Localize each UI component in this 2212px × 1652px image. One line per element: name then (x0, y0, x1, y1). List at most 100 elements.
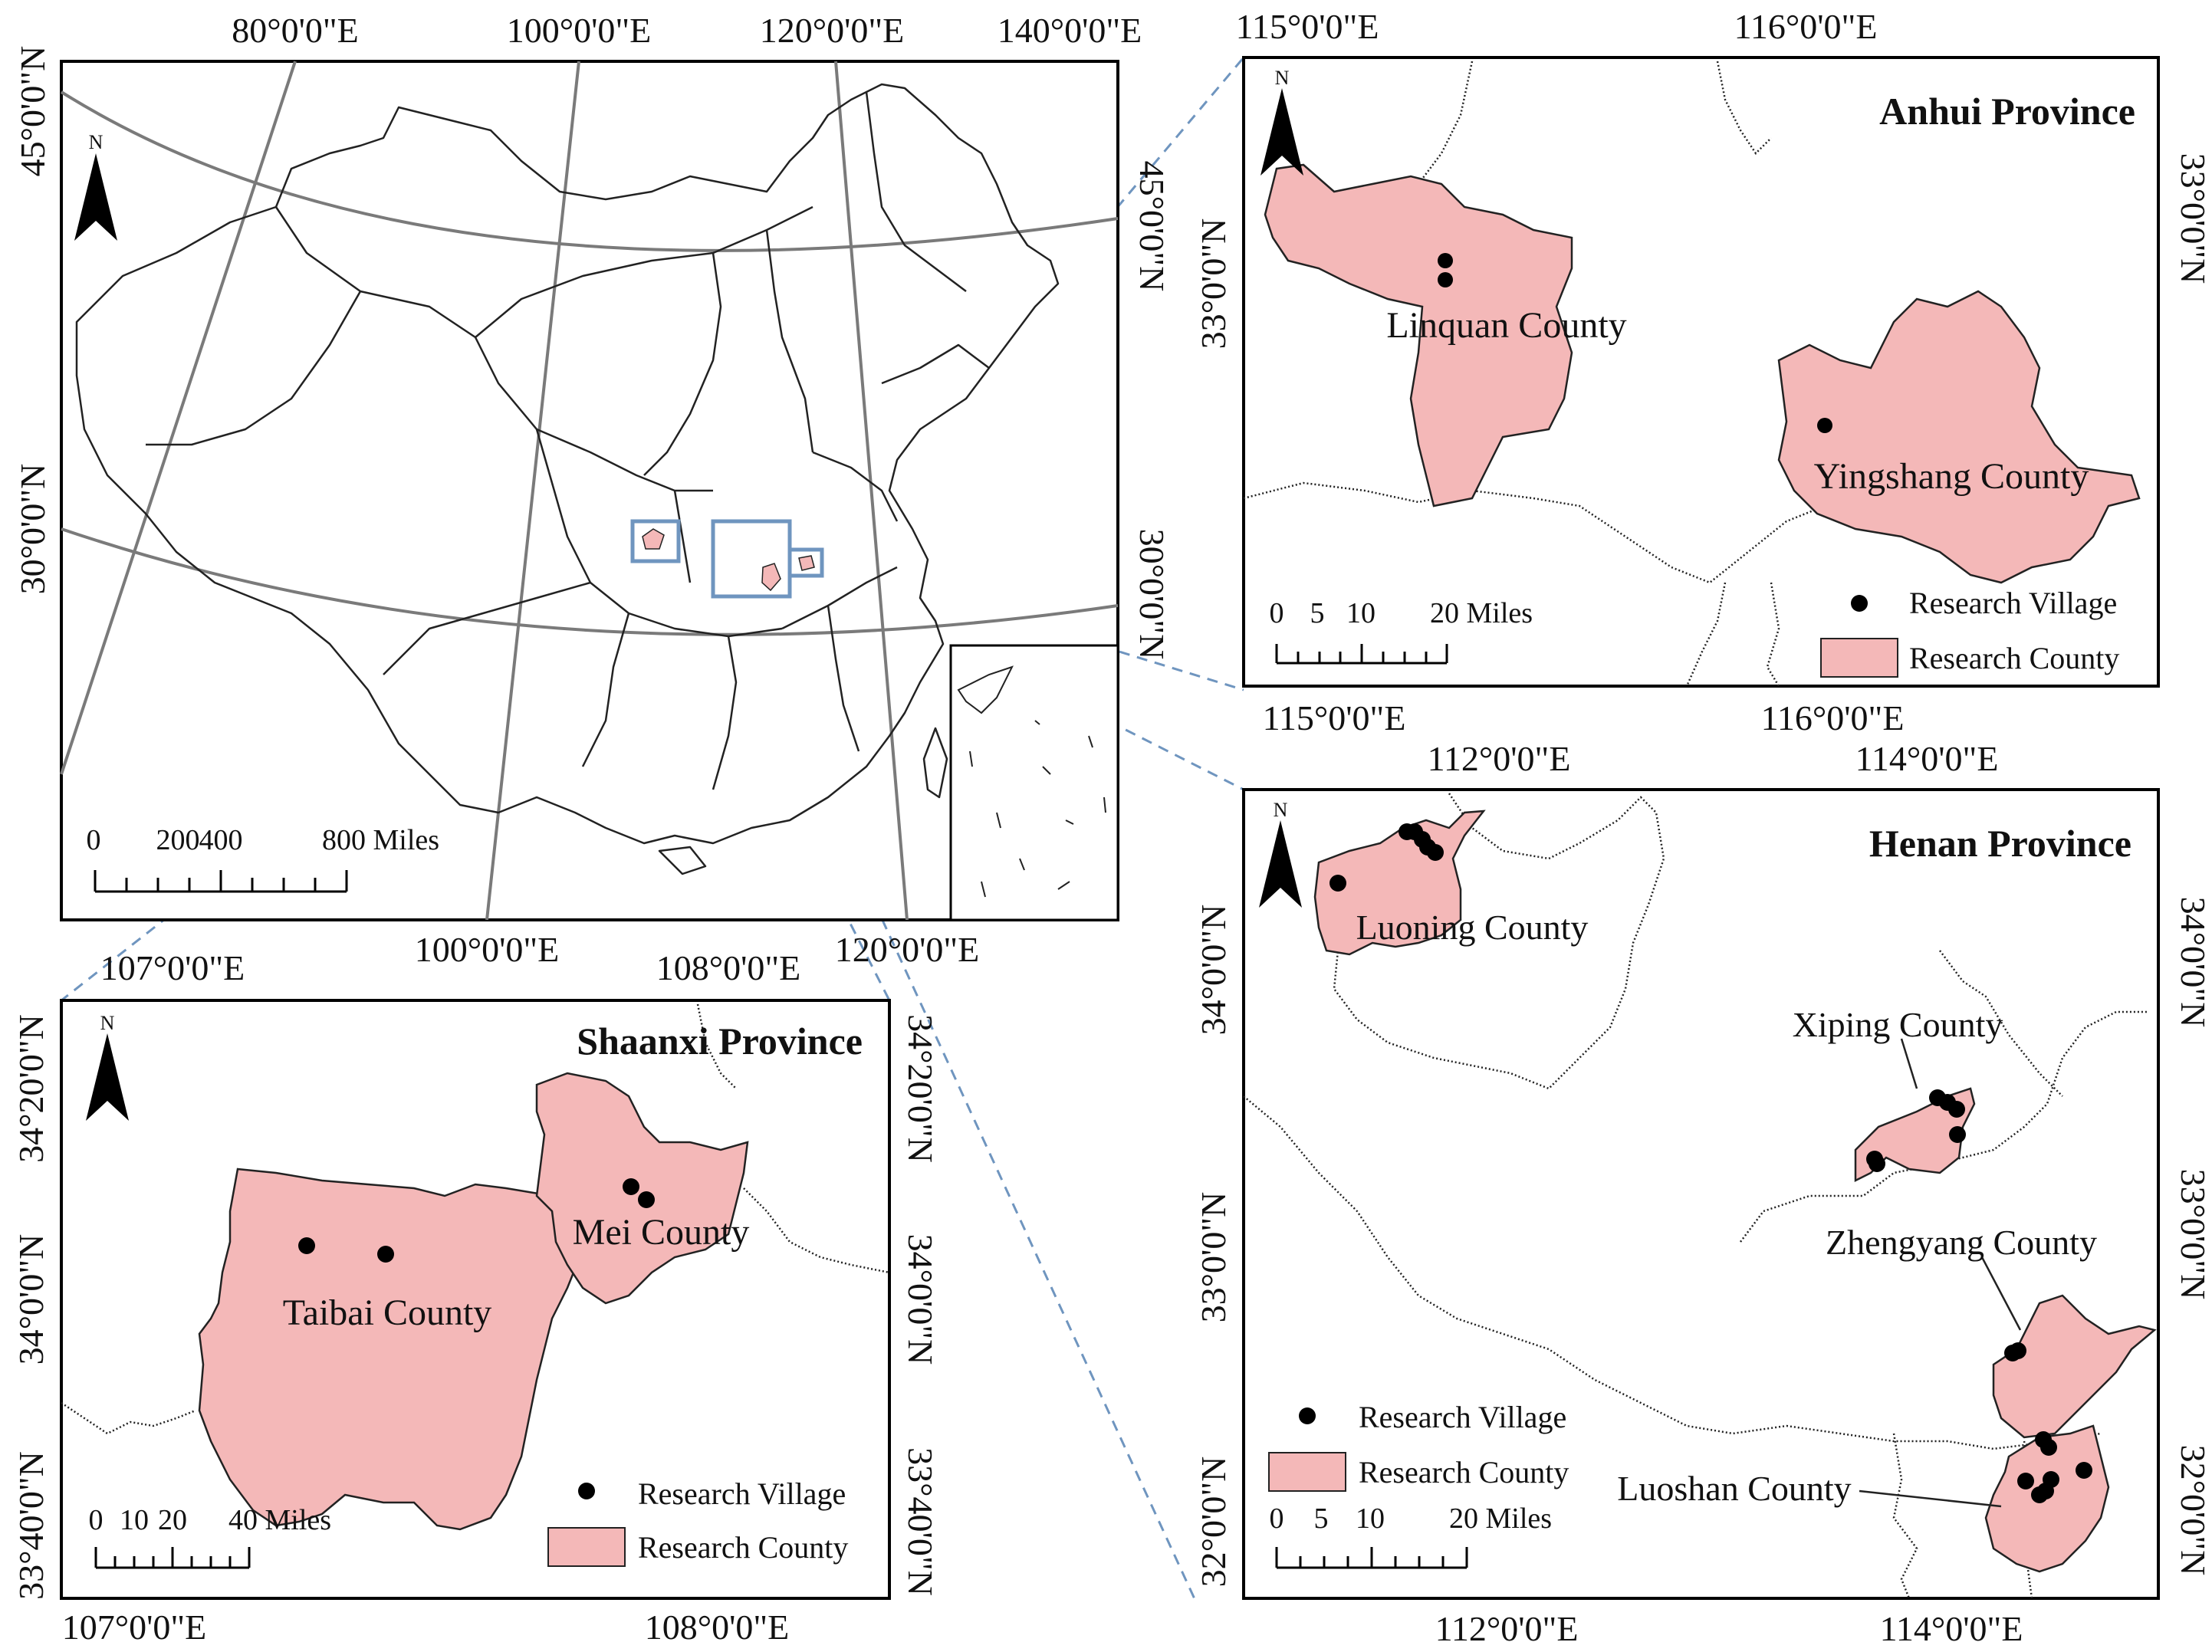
main-graticule (60, 61, 1119, 921)
anhui-bottom-label-116e: 116°0'0"E (1761, 698, 1905, 737)
henan-scale-bar: 0 5 10 20 Miles (1270, 1503, 1552, 1569)
anhui-left-label-33n: 33°0'0"N (1194, 218, 1233, 350)
shaanxi-village-markers (298, 1178, 655, 1263)
main-scale-0: 0 (87, 824, 101, 856)
anhui-village-markers (1438, 253, 1832, 433)
anhui-right-label-33n: 33°0'0"N (2174, 153, 2212, 284)
main-scale-2: 400 (199, 824, 243, 856)
anhui-scale-0: 0 (1270, 597, 1284, 629)
anhui-scale-2: 10 (1346, 597, 1376, 629)
henan-right-label-33n: 33°0'0"N (2174, 1169, 2212, 1300)
anhui-legend-village-marker (1851, 595, 1868, 612)
shaanxi-inset-panel: Taibai County Mei County Shaanxi Provinc… (12, 948, 940, 1647)
henan-legend-county-label: Research County (1359, 1455, 1569, 1489)
henan-village-markers (1330, 823, 2092, 1503)
henan-right-label-34n: 34°0'0"N (2174, 897, 2212, 1028)
henan-bottom-label-112e: 112°0'0"E (1435, 1609, 1579, 1648)
shaanxi-scale-2: 20 (158, 1504, 187, 1536)
henan-top-label-112e: 112°0'0"E (1428, 739, 1571, 778)
main-top-label-80e: 80°0'0"E (232, 11, 359, 50)
shaanxi-left-label-340n: 34°0'0"N (12, 1234, 51, 1365)
main-right-label-30n: 30°0'0"N (1132, 529, 1172, 660)
henan-legend-village-marker (1299, 1407, 1316, 1424)
anhui-top-label-116e: 116°0'0"E (1734, 7, 1878, 46)
anhui-county-label-linquan: Linquan County (1386, 305, 1626, 346)
henan-left-label-32n: 32°0'0"N (1194, 1457, 1233, 1588)
main-right-label-45n: 45°0'0"N (1132, 161, 1172, 292)
shaanxi-left-label-3340n: 33°40'0"N (12, 1451, 51, 1600)
henan-left-label-33n: 33°0'0"N (1194, 1192, 1233, 1323)
anhui-bottom-label-115e: 115°0'0"E (1263, 698, 1406, 737)
shaanxi-legend-county-label: Research County (638, 1530, 848, 1565)
henan-county-label-luoshan: Luoshan County (1617, 1469, 1851, 1508)
zhengyang-county-shape (1992, 1294, 2157, 1439)
main-map-frame (60, 60, 1119, 921)
shaanxi-north-letter: N (100, 1012, 115, 1034)
anhui-county-label-yingshang: Yingshang County (1814, 456, 2089, 497)
anhui-boundaries (1243, 61, 1856, 687)
anhui-legend-county-swatch (1820, 638, 1898, 678)
taibai-county-shape (198, 1168, 584, 1531)
henan-legend: Research Village Research County (1268, 1400, 1569, 1492)
shaanxi-legend-village-label: Research Village (638, 1476, 846, 1511)
main-north-letter: N (89, 131, 104, 153)
henan-north-letter: N (1274, 799, 1288, 821)
shaanxi-left-label-3420n: 34°20'0"N (12, 1014, 51, 1163)
main-top-label-120e: 120°0'0"E (760, 11, 905, 50)
shaanxi-county-label-taibai: Taibai County (283, 1292, 492, 1333)
henan-scale-1: 5 (1314, 1503, 1329, 1535)
linquan-county-shape (1264, 163, 1573, 507)
shaanxi-legend-village-marker (578, 1483, 595, 1499)
henan-county-label-zhengyang: Zhengyang County (1826, 1223, 2097, 1262)
anhui-title: Anhui Province (1879, 90, 2135, 133)
shaanxi-county-label-mei: Mei County (573, 1212, 750, 1253)
shaanxi-scale-3: 40 Miles (228, 1504, 331, 1536)
henan-county-label-xiping: Xiping County (1793, 1005, 2003, 1044)
henan-legend-village-label: Research Village (1359, 1400, 1566, 1434)
main-bottom-label-100e: 100°0'0"E (415, 930, 560, 969)
anhui-inset-panel: Linquan County Yingshang County Anhui Pr… (1194, 7, 2212, 737)
anhui-legend-county-label: Research County (1909, 641, 2119, 675)
anhui-scale-bar: 0 5 10 20 Miles (1270, 597, 1533, 665)
shaanxi-title: Shaanxi Province (577, 1020, 863, 1062)
shaanxi-scale-1: 10 (120, 1504, 149, 1536)
main-map-panel: N 0 200 400 800 Miles 80°0'0"E 100°0'0"E… (13, 11, 1172, 969)
main-scale-1: 200 (156, 824, 200, 856)
shaanxi-bottom-label-107e: 107°0'0"E (62, 1608, 207, 1647)
study-county-markers (642, 528, 815, 592)
shaanxi-legend: Research Village Research County (547, 1476, 848, 1567)
henan-leader-lines (1859, 1038, 2022, 1508)
shaanxi-scale-0: 0 (89, 1504, 104, 1536)
anhui-scale-3: 20 Miles (1430, 597, 1533, 629)
main-bottom-label-120e: 120°0'0"E (835, 930, 980, 969)
henan-scale-3: 20 Miles (1449, 1503, 1552, 1535)
henan-legend-county-swatch (1268, 1452, 1346, 1492)
anhui-north-letter: N (1275, 67, 1290, 89)
anhui-legend-village-label: Research Village (1909, 586, 2117, 620)
henan-scale-2: 10 (1356, 1503, 1385, 1535)
shaanxi-right-label-3340n: 33°40'0"N (901, 1447, 940, 1596)
anhui-north-arrow: N (1260, 67, 1303, 176)
anhui-top-label-115e: 115°0'0"E (1236, 7, 1379, 46)
main-left-label-45n: 45°0'0"N (13, 46, 52, 177)
henan-left-label-34n: 34°0'0"N (1194, 905, 1233, 1036)
henan-inset-panel: Luoning County Xiping County Zhengyang C… (1194, 739, 2212, 1648)
main-top-label-140e: 140°0'0"E (998, 11, 1142, 50)
henan-north-arrow: N (1259, 799, 1302, 908)
shaanxi-legend-county-swatch (547, 1527, 626, 1567)
henan-county-label-luoning: Luoning County (1356, 908, 1589, 947)
main-scale-3: 800 Miles (322, 824, 439, 856)
anhui-scale-1: 5 (1310, 597, 1325, 629)
main-top-label-100e: 100°0'0"E (507, 11, 652, 50)
yingshang-county-shape (1777, 290, 2141, 584)
south-china-sea-inset (949, 644, 1119, 921)
henan-title: Henan Province (1869, 822, 2131, 865)
shaanxi-right-label-340n: 34°0'0"N (901, 1234, 940, 1365)
henan-scale-0: 0 (1270, 1503, 1284, 1535)
china-province-boundaries (75, 83, 1060, 875)
henan-right-label-32n: 32°0'0"N (2174, 1445, 2212, 1576)
shaanxi-north-arrow: N (86, 1012, 129, 1121)
shaanxi-top-label-108e: 108°0'0"E (656, 948, 801, 987)
anhui-legend: Research Village Research County (1820, 586, 2119, 678)
